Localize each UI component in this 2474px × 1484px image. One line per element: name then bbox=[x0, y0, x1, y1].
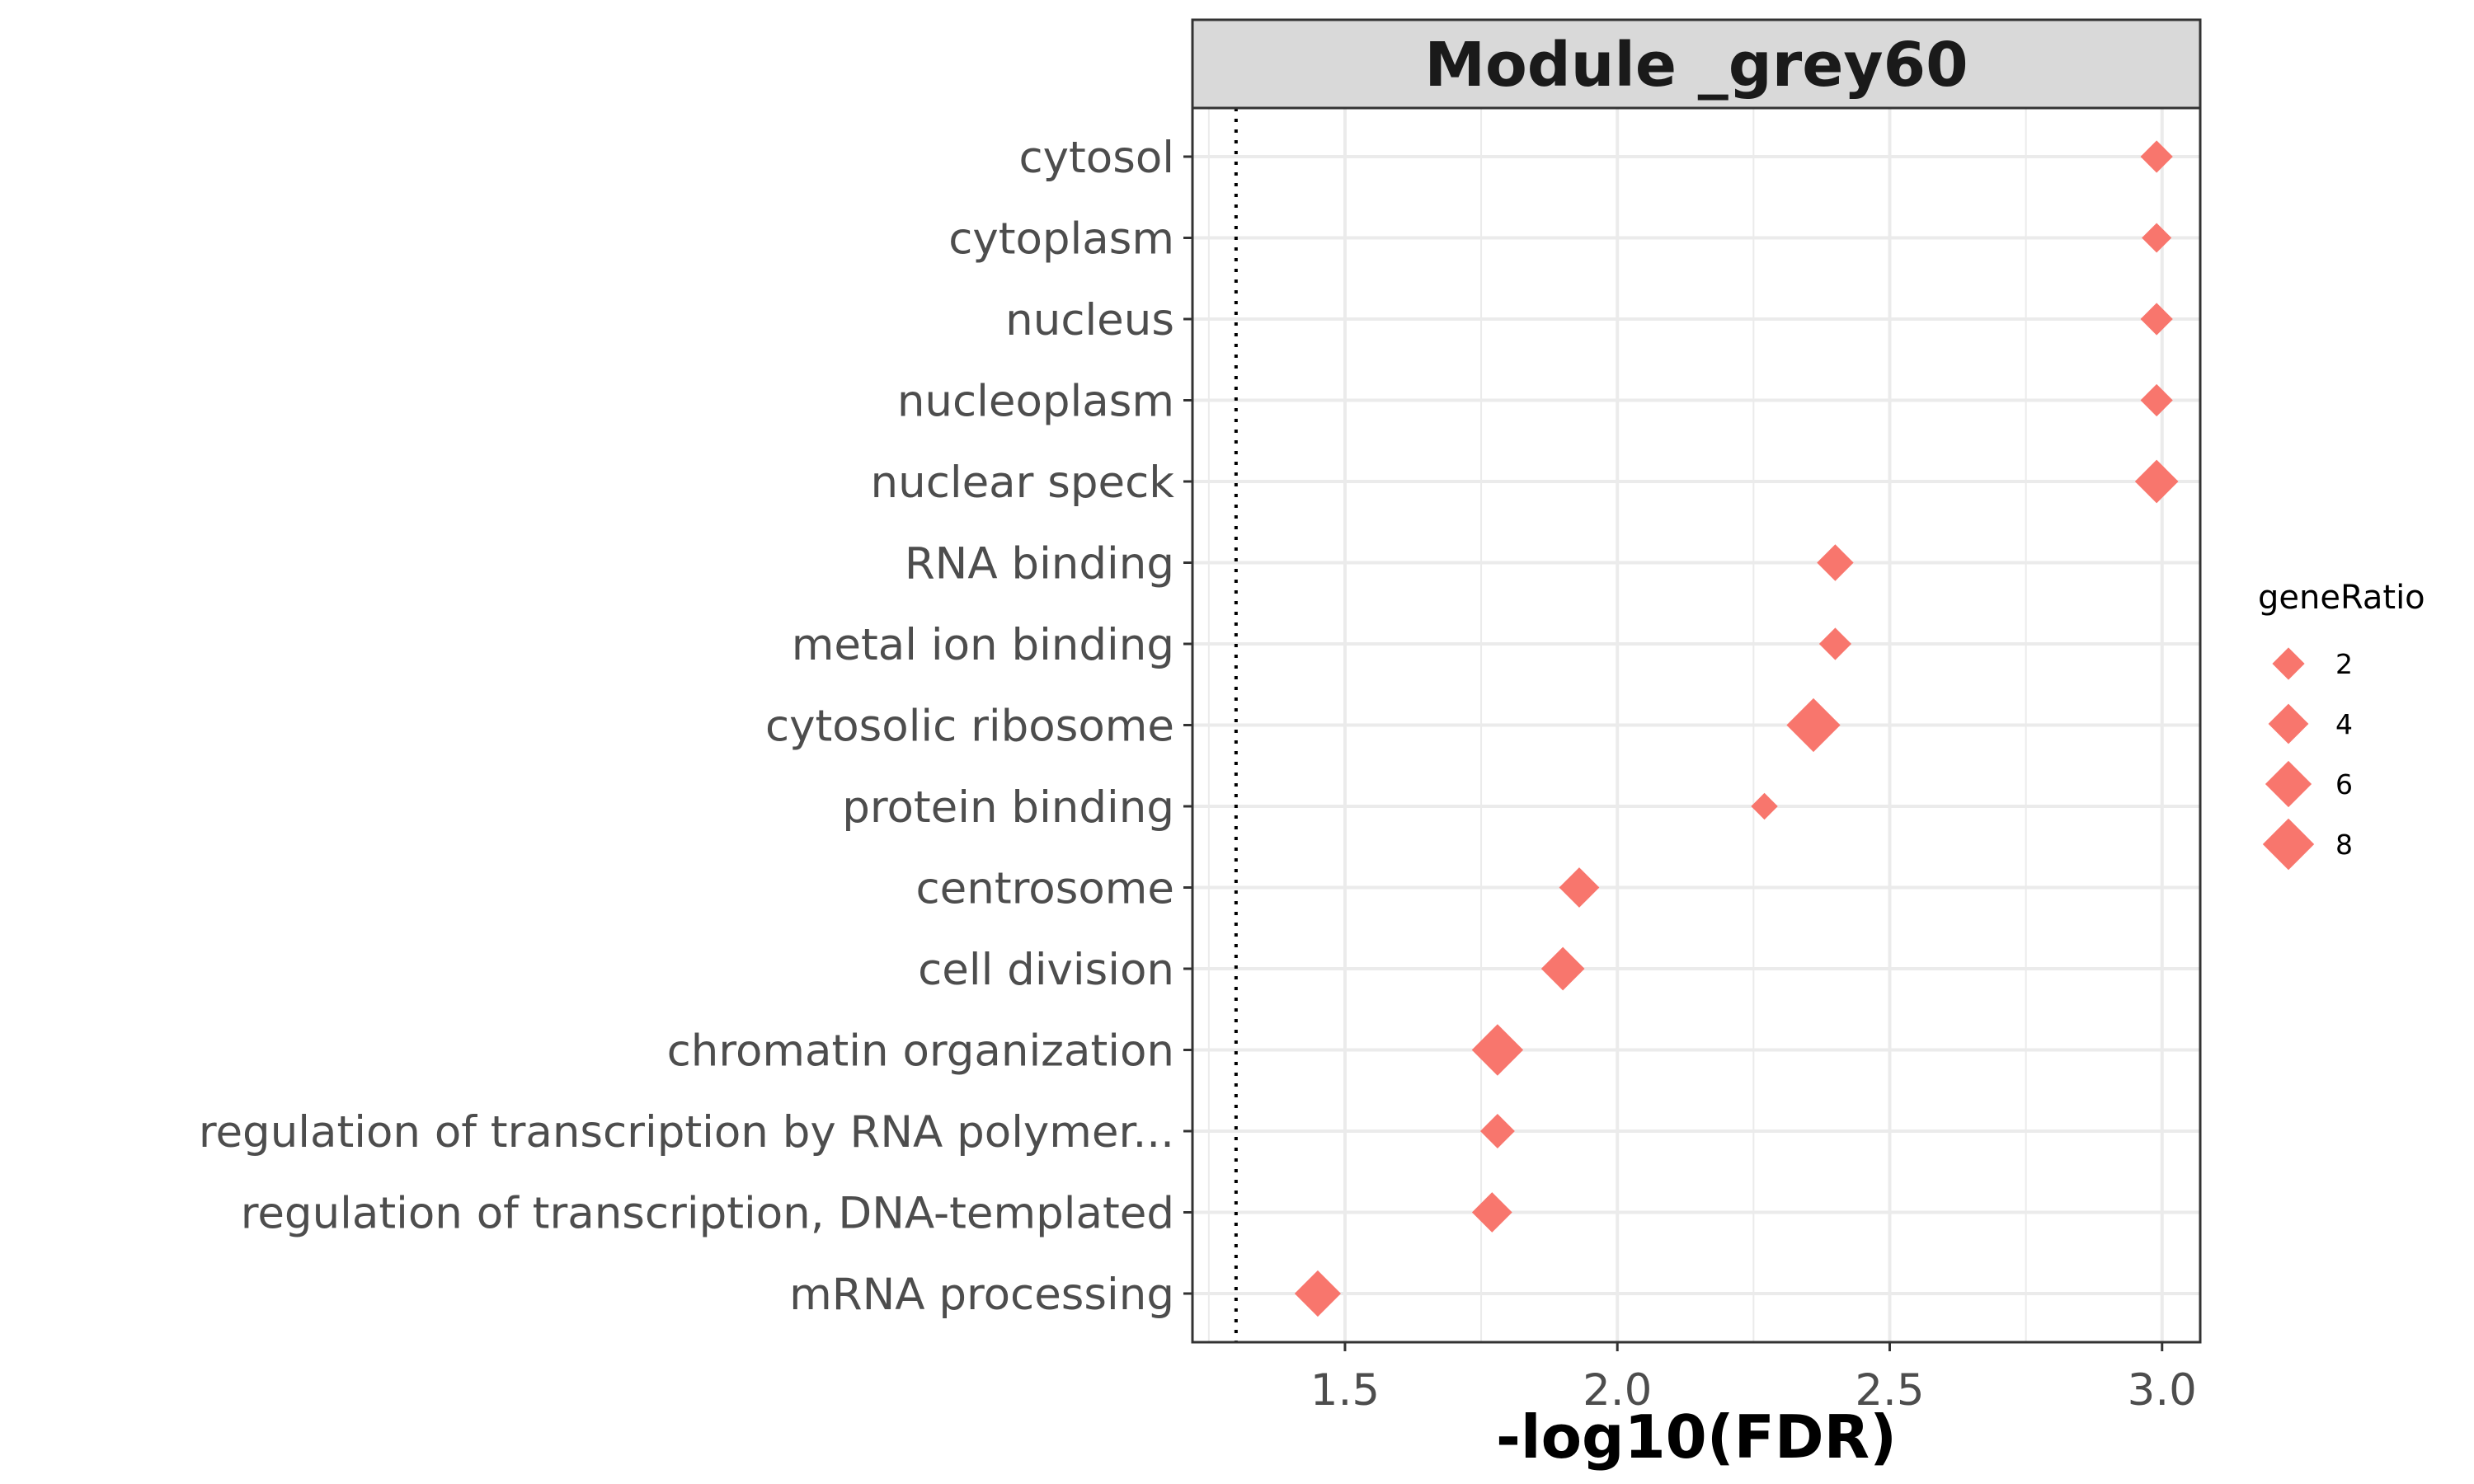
data-point bbox=[1751, 792, 1778, 820]
data-point bbox=[1540, 946, 1585, 991]
y-tick-label: mRNA processing bbox=[789, 1270, 1174, 1320]
legend: geneRatio 2 4 6 8 bbox=[2258, 579, 2425, 871]
x-axis-title: -log10(FDR) bbox=[1496, 1402, 1897, 1472]
x-axis: 1.5 2.0 2.5 3.0 bbox=[1310, 1342, 2197, 1416]
data-point bbox=[1786, 697, 1841, 753]
major-gridlines bbox=[1192, 108, 2200, 1342]
data-point bbox=[1479, 1114, 1515, 1148]
x-tick-label: 2.5 bbox=[1855, 1365, 1924, 1416]
x-tick-label: 2.0 bbox=[1583, 1365, 1652, 1416]
data-point bbox=[1818, 627, 1852, 660]
legend-label: 6 bbox=[2335, 768, 2353, 801]
data-point bbox=[1817, 544, 1854, 581]
y-tick-label: regulation of transcription, DNA-templat… bbox=[241, 1189, 1174, 1239]
y-tick-label: cytosolic ribosome bbox=[765, 702, 1174, 752]
y-tick-label: cell division bbox=[918, 945, 1174, 995]
y-tick-label: nucleoplasm bbox=[897, 377, 1174, 427]
legend-label: 8 bbox=[2335, 829, 2353, 861]
data-point bbox=[2142, 223, 2172, 253]
data-point bbox=[2140, 303, 2173, 336]
facet-strip-title: Module _grey60 bbox=[1424, 30, 1968, 101]
y-tick-label: centrosome bbox=[916, 864, 1174, 914]
legend-key-symbol bbox=[2268, 703, 2309, 744]
data-point bbox=[1559, 867, 1600, 908]
y-tick-label: cytoplasm bbox=[948, 214, 1174, 265]
x-tick-label: 3.0 bbox=[2128, 1365, 2197, 1416]
y-tick-label: metal ion binding bbox=[792, 620, 1174, 670]
legend-label: 2 bbox=[2335, 648, 2353, 680]
legend-key-symbol bbox=[2272, 647, 2305, 680]
legend-key-symbol bbox=[2265, 760, 2312, 808]
legend-key-symbol bbox=[2262, 818, 2315, 871]
legend-title: geneRatio bbox=[2258, 579, 2425, 617]
y-axis: cytosol cytoplasm nucleus nucleoplasm nuclea… bbox=[199, 133, 1192, 1320]
y-tick-label: chromatin organization bbox=[667, 1026, 1174, 1077]
y-tick-label: cytosol bbox=[1019, 133, 1174, 183]
data-point bbox=[2134, 459, 2179, 504]
legend-label: 4 bbox=[2335, 708, 2353, 740]
y-tick-label: nucleus bbox=[1005, 295, 1174, 345]
y-tick-label: regulation of transcription by RNA polym… bbox=[199, 1107, 1174, 1158]
data-points bbox=[1294, 140, 2179, 1317]
y-tick-label: protein binding bbox=[842, 782, 1174, 833]
x-tick-label: 1.5 bbox=[1310, 1365, 1380, 1416]
data-point bbox=[1471, 1024, 1524, 1076]
data-point bbox=[2140, 140, 2173, 173]
data-point bbox=[2140, 383, 2173, 417]
facet-strip bbox=[1191, 18, 2202, 110]
y-tick-label: RNA binding bbox=[905, 539, 1174, 589]
data-point bbox=[1294, 1270, 1342, 1317]
y-tick-label: nuclear speck bbox=[871, 458, 1175, 508]
data-point bbox=[1471, 1192, 1512, 1233]
